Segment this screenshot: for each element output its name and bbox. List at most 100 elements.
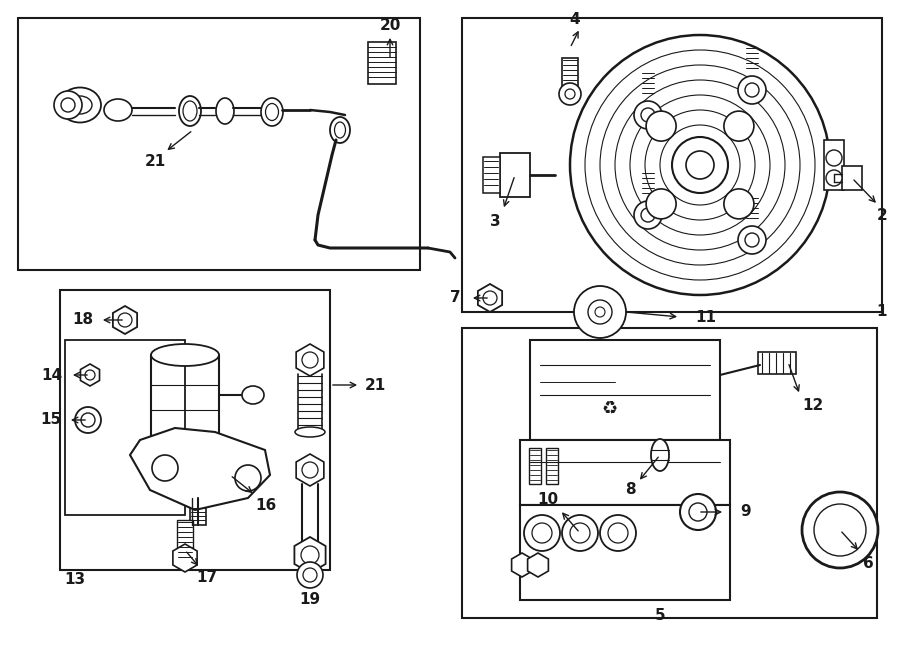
Bar — [520, 505, 730, 600]
Ellipse shape — [242, 386, 264, 404]
Text: 21: 21 — [144, 155, 166, 169]
Text: 5: 5 — [654, 607, 665, 623]
Text: 7: 7 — [450, 290, 460, 305]
Circle shape — [689, 503, 707, 521]
Text: 1: 1 — [877, 305, 887, 319]
Circle shape — [483, 291, 497, 305]
Text: 12: 12 — [802, 397, 824, 412]
Bar — [368, 42, 396, 84]
Circle shape — [814, 504, 866, 556]
Text: 8: 8 — [625, 483, 635, 498]
Bar — [520, 440, 730, 505]
Circle shape — [745, 83, 759, 97]
Circle shape — [686, 151, 714, 179]
Circle shape — [724, 111, 754, 141]
Bar — [530, 340, 720, 440]
Bar — [500, 153, 530, 197]
Text: 14: 14 — [41, 368, 63, 383]
Circle shape — [680, 494, 716, 530]
Text: 20: 20 — [379, 19, 400, 34]
Circle shape — [738, 226, 766, 254]
Circle shape — [570, 35, 830, 295]
Bar — [824, 140, 844, 190]
Circle shape — [646, 189, 676, 219]
Circle shape — [118, 313, 132, 327]
Text: 13: 13 — [65, 572, 86, 588]
Circle shape — [302, 462, 318, 478]
Circle shape — [826, 150, 842, 166]
Text: ♻: ♻ — [602, 401, 618, 419]
Circle shape — [641, 208, 655, 222]
Ellipse shape — [151, 344, 219, 366]
Circle shape — [646, 111, 676, 141]
Circle shape — [559, 83, 581, 105]
Ellipse shape — [104, 99, 132, 121]
Ellipse shape — [183, 101, 197, 121]
Text: 10: 10 — [537, 492, 559, 508]
Bar — [462, 18, 882, 312]
Circle shape — [75, 407, 101, 433]
Bar — [562, 58, 578, 88]
Circle shape — [738, 76, 766, 104]
Circle shape — [745, 233, 759, 247]
Circle shape — [574, 286, 626, 338]
Circle shape — [524, 515, 560, 551]
Text: 21: 21 — [364, 377, 385, 393]
Text: 19: 19 — [300, 592, 320, 607]
Circle shape — [588, 300, 612, 324]
Circle shape — [570, 523, 590, 543]
Ellipse shape — [179, 96, 201, 126]
Bar — [758, 352, 796, 374]
Circle shape — [608, 523, 628, 543]
Circle shape — [802, 492, 878, 568]
Ellipse shape — [295, 427, 325, 437]
Circle shape — [85, 370, 95, 380]
Circle shape — [634, 201, 662, 229]
Ellipse shape — [266, 104, 278, 120]
Circle shape — [562, 515, 598, 551]
Text: 4: 4 — [570, 13, 580, 28]
Text: 16: 16 — [256, 498, 276, 512]
Bar — [65, 340, 185, 515]
Circle shape — [301, 546, 319, 564]
Circle shape — [595, 307, 605, 317]
Ellipse shape — [261, 98, 283, 126]
Text: 6: 6 — [862, 557, 873, 572]
Circle shape — [54, 91, 82, 119]
Ellipse shape — [59, 87, 101, 122]
Circle shape — [565, 89, 575, 99]
Text: 17: 17 — [196, 570, 218, 586]
Bar — [546, 448, 558, 484]
Circle shape — [302, 352, 318, 368]
Bar — [842, 166, 862, 190]
Ellipse shape — [151, 435, 219, 455]
Circle shape — [634, 101, 662, 129]
Circle shape — [641, 108, 655, 122]
Ellipse shape — [335, 122, 346, 138]
Bar — [483, 157, 500, 193]
Ellipse shape — [216, 98, 234, 124]
Bar — [60, 290, 330, 570]
Bar — [177, 520, 193, 558]
Circle shape — [600, 515, 636, 551]
Circle shape — [235, 465, 261, 491]
Circle shape — [152, 455, 178, 481]
Bar — [529, 448, 541, 484]
Circle shape — [303, 568, 317, 582]
Text: 18: 18 — [72, 313, 94, 327]
Circle shape — [826, 170, 842, 186]
Text: 2: 2 — [877, 208, 887, 223]
Bar — [18, 18, 420, 270]
Ellipse shape — [651, 439, 669, 471]
Circle shape — [724, 189, 754, 219]
Circle shape — [672, 137, 728, 193]
Polygon shape — [130, 428, 270, 510]
Circle shape — [532, 523, 552, 543]
Text: 3: 3 — [490, 215, 500, 229]
Text: 11: 11 — [695, 309, 716, 325]
Text: 15: 15 — [40, 412, 61, 428]
Bar — [190, 505, 206, 525]
Bar — [462, 328, 877, 618]
Circle shape — [297, 562, 323, 588]
Circle shape — [61, 98, 75, 112]
